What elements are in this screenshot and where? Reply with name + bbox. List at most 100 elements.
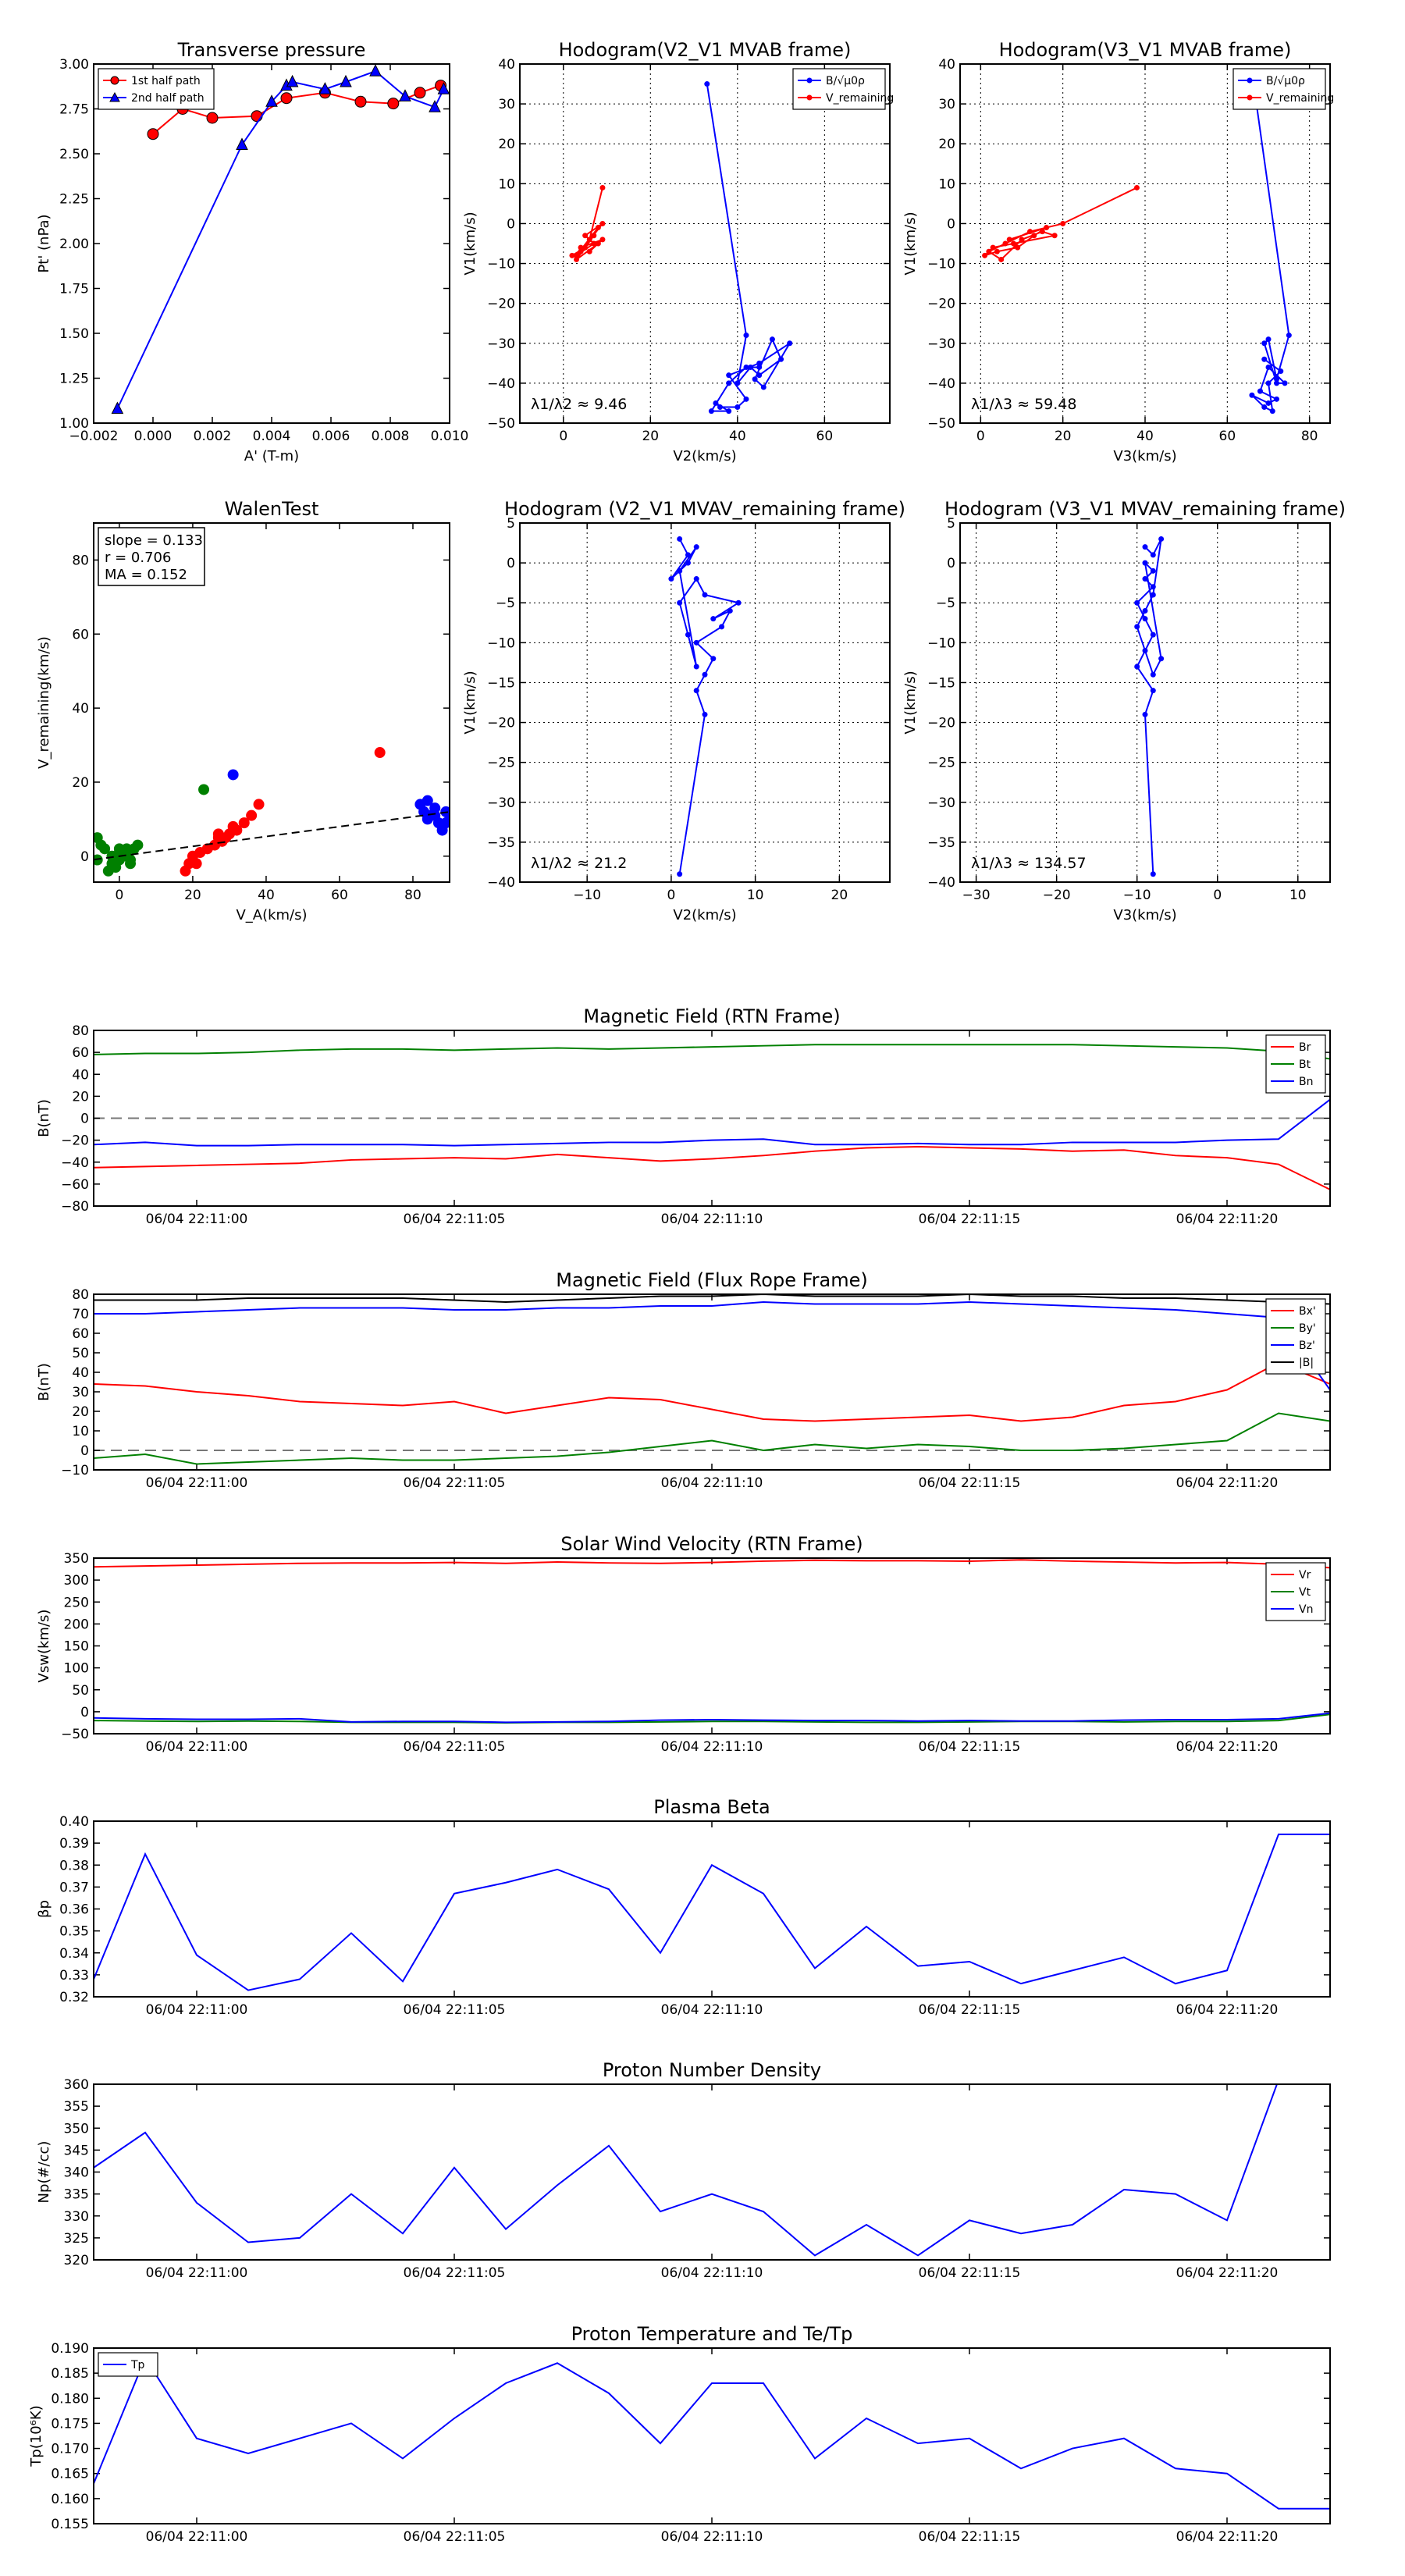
data-point [1019, 237, 1025, 243]
x-tick-label: 80 [1301, 429, 1318, 444]
data-point [685, 552, 691, 558]
y-tick-label: −30 [927, 336, 955, 352]
chart-magnetic-field-flux-rope: 06/04 22:11:00 06/04 22:11:05 06/04 22:11:… [36, 1269, 1331, 1491]
data-point [106, 850, 118, 862]
y-tick-label: 20 [72, 1404, 89, 1420]
y-tick-label: 0.165 [51, 2467, 89, 2482]
data-point [1133, 184, 1140, 190]
y-tick-label: 0.37 [59, 1880, 89, 1895]
x-axis-label: V2(km/s) [673, 907, 736, 923]
data-point [1150, 632, 1156, 638]
x-tick-label: 06/04 22:11:15 [919, 2002, 1021, 2018]
data-point [982, 252, 988, 258]
series-line-By' [94, 1412, 1330, 1465]
data-point [1002, 240, 1008, 247]
data-point [1278, 368, 1284, 375]
y-tick-label: 2.25 [59, 192, 89, 208]
data-point [595, 240, 601, 247]
chart-title: Hodogram(V3_V1 MVAB frame) [999, 39, 1292, 61]
x-tick-label: −10 [573, 888, 601, 903]
x-tick-label: 06/04 22:11:15 [919, 1475, 1021, 1491]
y-tick-label: −40 [487, 376, 515, 392]
x-tick-label: 06/04 22:11:20 [1176, 1475, 1279, 1491]
data-point [713, 400, 719, 406]
data-point [990, 244, 996, 251]
y-tick-label: 40 [72, 701, 89, 717]
y-tick-label: −40 [927, 875, 955, 891]
x-tick-label: 06/04 22:11:00 [146, 2265, 248, 2281]
y-tick-label: −40 [487, 875, 515, 891]
x-tick-label: 10 [747, 888, 764, 903]
data-point [726, 408, 732, 415]
data-point [265, 94, 278, 107]
y-tick-label: −20 [487, 297, 515, 312]
data-point [693, 639, 699, 646]
data-point [1039, 229, 1045, 235]
y-tick-label: −60 [61, 1177, 89, 1193]
y-axis-label: B(nT) [36, 1099, 52, 1137]
y-tick-label: −20 [927, 716, 955, 731]
data-point [1265, 400, 1272, 406]
y-tick-label: 5 [947, 516, 955, 532]
data-point [719, 624, 725, 630]
y-tick-label: −5 [496, 596, 515, 611]
y-tick-label: −25 [487, 756, 515, 771]
y-axis-label: Tp(10⁶K) [28, 2405, 44, 2467]
plot-frame [93, 1293, 1331, 1471]
data-point [668, 576, 674, 582]
series-line-Bx' [94, 1361, 1330, 1422]
data-point [369, 64, 382, 76]
chart-walen-test: 0 20 40 60 80 0 20 40 60 80 WalenTest V_A(km/s) V_re… [36, 498, 450, 923]
data-point [1142, 544, 1148, 550]
data-point [440, 817, 450, 829]
data-point [743, 364, 749, 370]
data-point [677, 871, 683, 877]
data-point [787, 340, 793, 347]
y-tick-label: −35 [487, 835, 515, 851]
y-tick-label: 40 [72, 1067, 89, 1083]
y-tick-label: 340 [64, 2165, 89, 2181]
y-axis-label: V1(km/s) [902, 212, 919, 275]
data-point [1010, 240, 1016, 247]
plot-frame [519, 63, 891, 424]
data-point [1134, 664, 1140, 670]
chart-magnetic-field-rtn: 06/04 22:11:00 06/04 22:11:05 06/04 22:11:… [36, 1005, 1331, 1227]
x-tick-label: 40 [1136, 429, 1154, 444]
data-point [437, 82, 450, 94]
data-point [422, 795, 433, 806]
series-line-Np [94, 2084, 1279, 2257]
y-tick-label: −80 [61, 1199, 89, 1215]
x-tick-label: 06/04 22:11:20 [1176, 2265, 1279, 2281]
plot-area [94, 1044, 1330, 1190]
data-point [1044, 225, 1050, 231]
plot-area [94, 1294, 1330, 1465]
y-axis-label: βp [36, 1900, 52, 1918]
y-tick-label: 0.35 [59, 1924, 89, 1940]
y-tick-label: −15 [927, 675, 955, 691]
plot-frame [93, 1820, 1331, 1998]
chart-hodogram-v2v1-mvab: 0 20 40 60 −50 −40 −30 −20 −10 0 10 20 30 40 Hodogram(… [462, 39, 894, 464]
chart-title: WalenTest [225, 498, 319, 520]
data-point [1265, 364, 1272, 370]
x-axis-label: V3(km/s) [1113, 448, 1176, 464]
y-tick-label: −30 [487, 795, 515, 811]
chart-title: Magnetic Field (RTN Frame) [583, 1005, 840, 1027]
y-tick-label: 330 [64, 2209, 89, 2225]
x-tick-label: 20 [642, 429, 659, 444]
data-point [1027, 229, 1033, 235]
data-point [1060, 220, 1066, 226]
data-point [1150, 688, 1156, 694]
x-tick-label: 0.010 [431, 429, 469, 444]
x-axis-label: V2(km/s) [673, 448, 736, 464]
data-point [414, 87, 426, 99]
x-tick-label: 0 [976, 429, 985, 444]
data-point [1134, 624, 1140, 630]
y-tick-label: 0.180 [51, 2391, 89, 2407]
y-tick-label: −10 [487, 257, 515, 272]
x-tick-label: 06/04 22:11:05 [404, 2002, 506, 2018]
plot-frame [93, 522, 450, 883]
series-line-B [1136, 538, 1162, 874]
legend-label-Vn: Vn [1299, 1603, 1313, 1616]
y-tick-label: 80 [72, 1287, 89, 1303]
